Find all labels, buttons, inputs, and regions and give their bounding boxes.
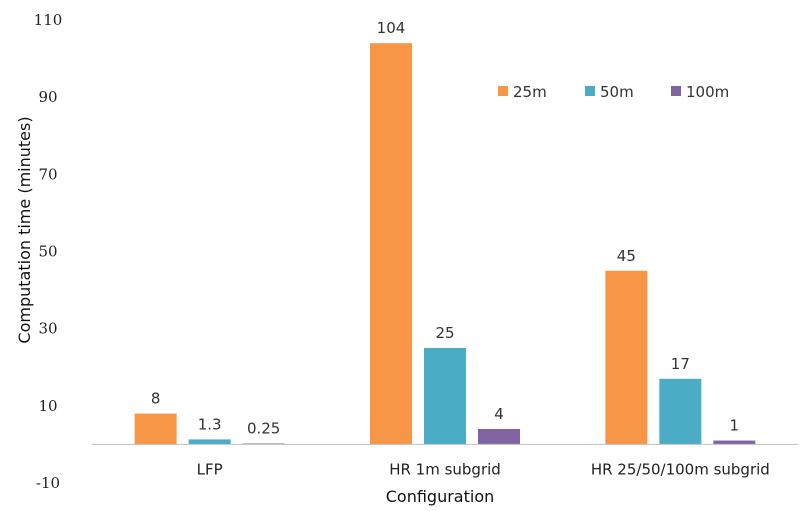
x-axis-title: Configuration [386, 487, 495, 506]
y-tick-label: 10 [38, 397, 57, 415]
bar-100m-1 [478, 428, 520, 445]
y-axis-ticks: -10 10 30 50 70 90 110 [34, 11, 63, 492]
data-labels: 8 1.3 0.25 104 25 4 45 17 1 [151, 19, 739, 437]
bar-25m-0 [134, 413, 177, 445]
y-axis-title: Computation time (minutes) [15, 116, 34, 343]
bar-25m-2 [605, 270, 648, 445]
x-category-label: HR 25/50/100m subgrid [591, 460, 770, 478]
legend: 25m 50m 100m [498, 83, 729, 101]
y-tick-label: 70 [38, 165, 57, 183]
data-label: 1 [730, 417, 740, 435]
data-label: 17 [671, 355, 690, 373]
legend-label-100m: 100m [686, 83, 729, 101]
y-tick-label: 90 [38, 88, 57, 106]
data-label: 45 [617, 247, 636, 265]
legend-label-25m: 25m [513, 83, 547, 101]
bar-50m-1 [424, 347, 466, 445]
bar-25m-1 [370, 43, 412, 445]
x-category-label: LFP [197, 460, 223, 478]
bar-50m-2 [659, 378, 702, 445]
bar-100m-2 [713, 440, 756, 445]
data-label: 104 [377, 19, 406, 37]
bar-50m-0 [188, 439, 231, 445]
data-label: 25 [435, 324, 454, 342]
y-tick-label: 50 [38, 243, 57, 261]
y-tick-label: 110 [34, 11, 63, 29]
data-label: 4 [494, 405, 504, 423]
bars [134, 43, 756, 445]
data-label: 0.25 [247, 419, 280, 437]
y-tick-label: 30 [38, 320, 57, 338]
x-category-label: HR 1m subgrid [389, 460, 501, 478]
legend-label-50m: 50m [600, 83, 634, 101]
x-axis-category-labels: LFP HR 1m subgrid HR 25/50/100m subgrid [197, 460, 770, 478]
data-label: 8 [151, 390, 161, 408]
legend-swatch-100m [671, 86, 681, 96]
y-tick-label: -10 [36, 474, 60, 492]
legend-swatch-50m [585, 86, 595, 96]
data-label: 1.3 [198, 415, 222, 433]
legend-swatch-25m [498, 86, 508, 96]
